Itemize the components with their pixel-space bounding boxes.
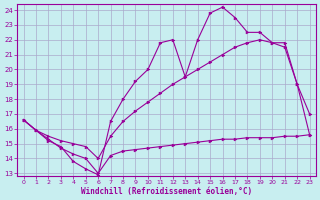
X-axis label: Windchill (Refroidissement éolien,°C): Windchill (Refroidissement éolien,°C) — [81, 187, 252, 196]
